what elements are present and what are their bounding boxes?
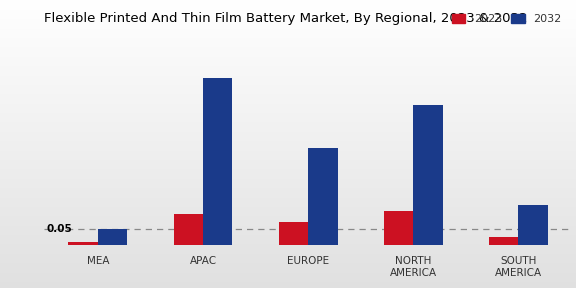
Bar bbox=[308, 147, 338, 245]
Text: 0.05: 0.05 bbox=[47, 224, 72, 234]
Bar bbox=[69, 242, 98, 245]
Bar bbox=[384, 211, 414, 245]
Bar bbox=[489, 237, 518, 245]
Bar bbox=[98, 230, 127, 245]
Bar bbox=[518, 205, 548, 245]
Bar bbox=[279, 222, 308, 245]
Bar bbox=[203, 78, 233, 245]
Text: Flexible Printed And Thin Film Battery Market, By Regional, 2023 & 2032: Flexible Printed And Thin Film Battery M… bbox=[44, 12, 528, 25]
Bar bbox=[414, 105, 443, 245]
Legend: 2023, 2032: 2023, 2032 bbox=[448, 10, 566, 29]
Bar bbox=[173, 214, 203, 245]
